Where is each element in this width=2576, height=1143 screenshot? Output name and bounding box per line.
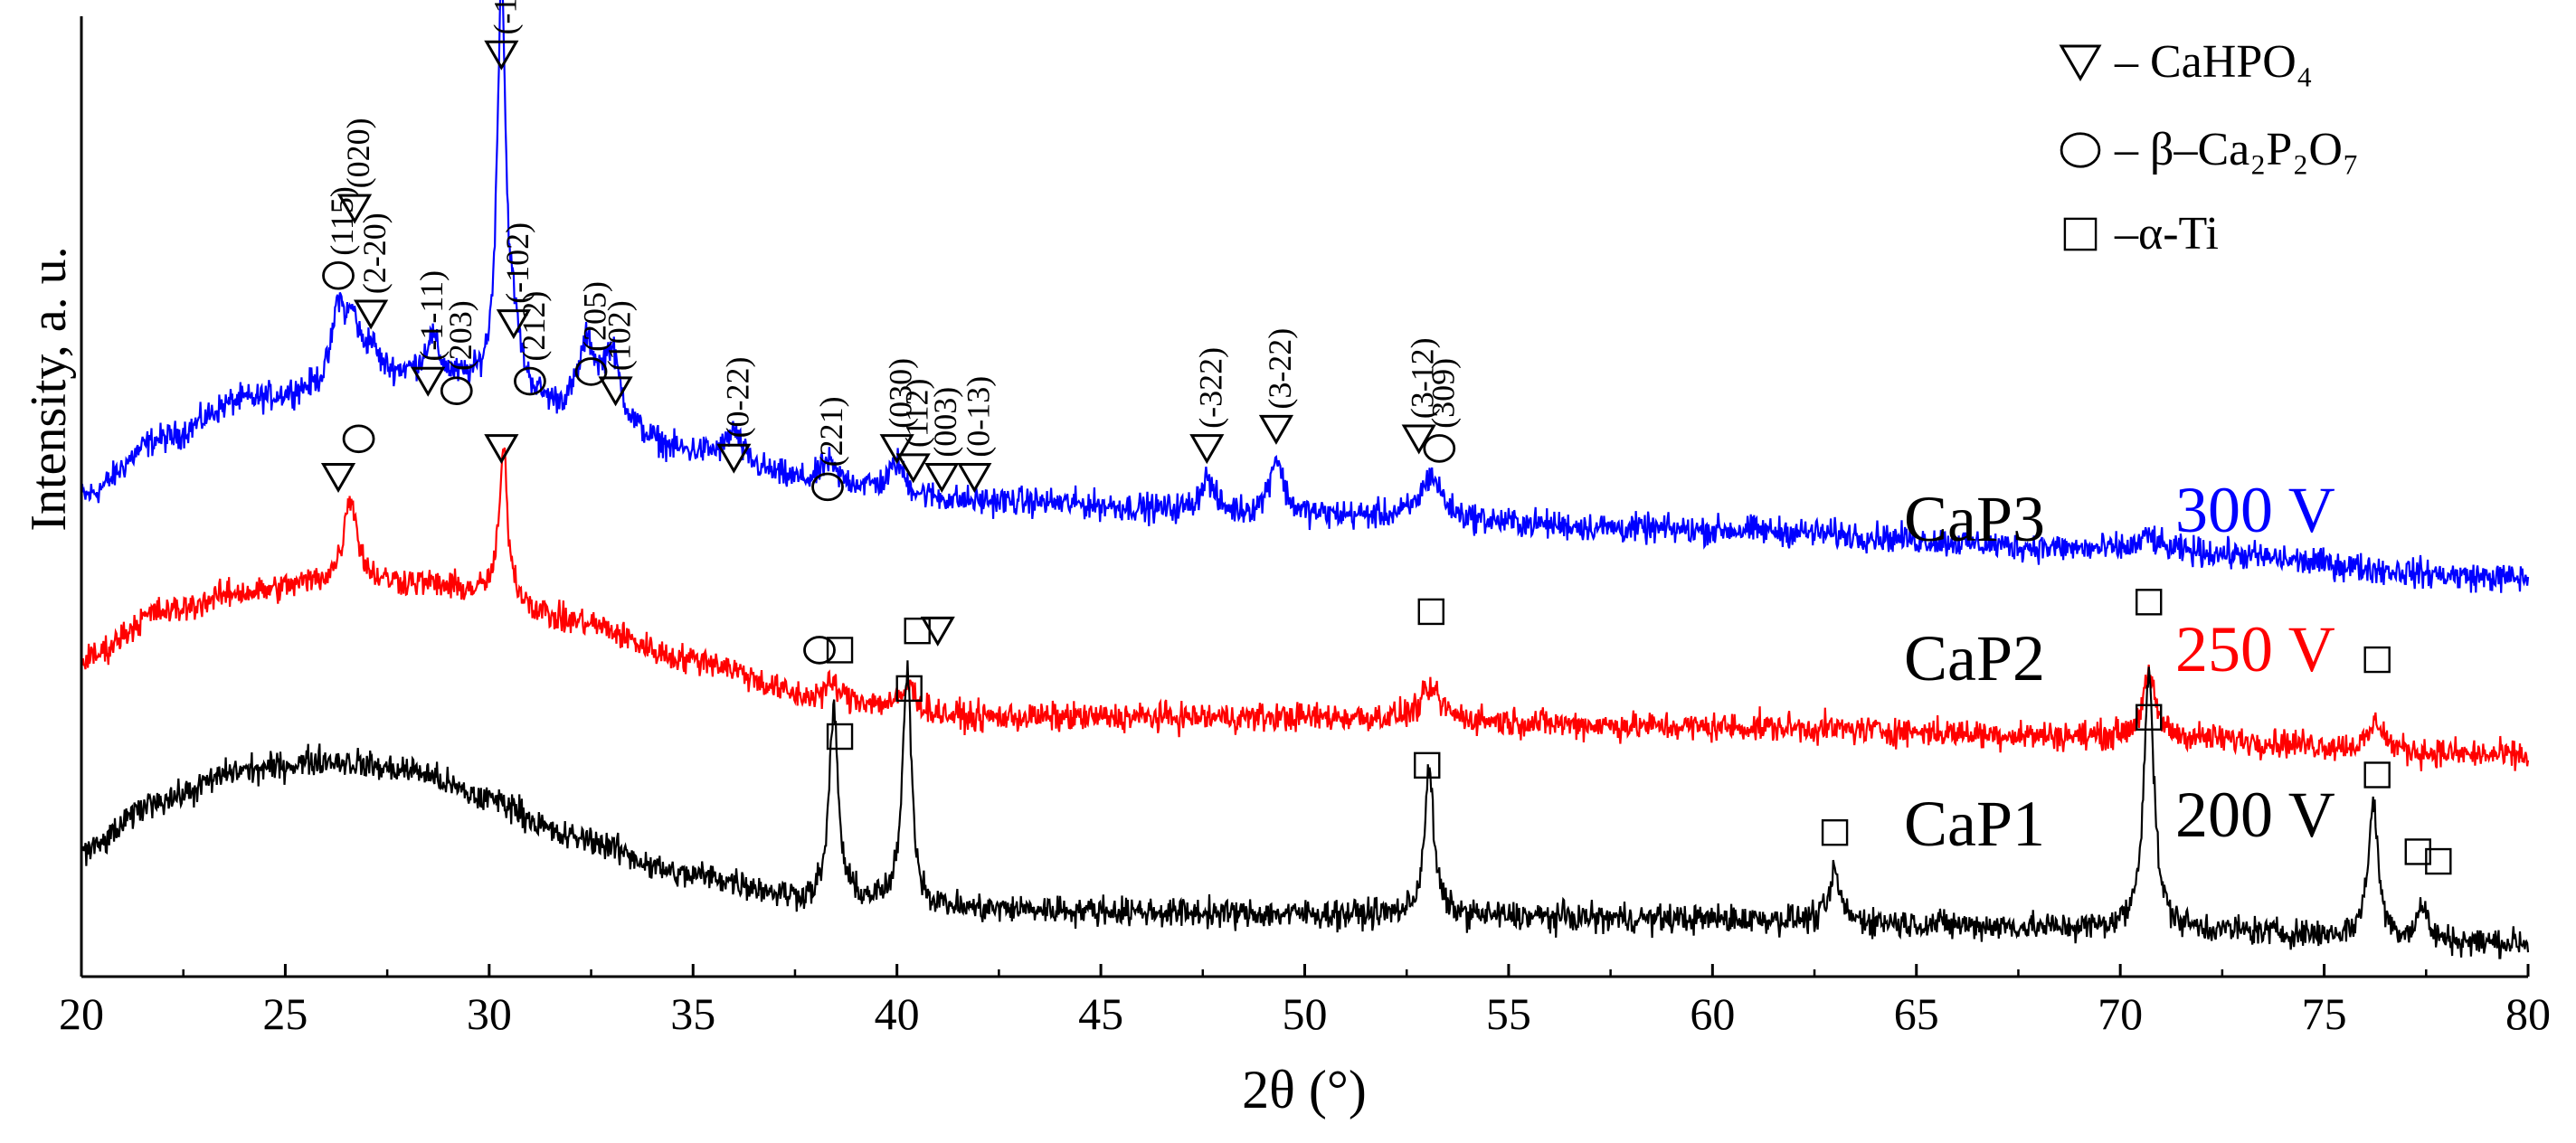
triangle-phase-marker xyxy=(484,40,519,71)
triangle-phase-marker xyxy=(879,434,914,465)
ticks-layer: 20 25 30 35 40 45 50 55 60 65 70 75 80 xyxy=(59,964,2551,1039)
miller-index-label: (3-22) xyxy=(1262,328,1298,410)
triangle-phase-marker xyxy=(411,366,446,397)
voltage-label-cap1: 200 V xyxy=(2175,779,2335,851)
triangle-phase-marker xyxy=(920,616,955,647)
voltage-label-cap3: 300 V xyxy=(2175,474,2335,546)
sample-label-cap2: CaP2 xyxy=(1904,622,2045,694)
triangle-phase-marker xyxy=(957,463,992,494)
miller-index-label: (2-20) xyxy=(356,213,393,294)
miller-index-label: (-112) xyxy=(487,0,523,34)
circle-phase-marker xyxy=(322,260,355,290)
square-phase-marker xyxy=(1821,819,1849,846)
x-tick-label: 40 xyxy=(875,988,920,1039)
miller-index-label: (309) xyxy=(1425,358,1461,429)
triangle-phase-marker xyxy=(353,299,389,330)
x-tick-label: 75 xyxy=(2302,988,2347,1039)
square-phase-marker xyxy=(1414,751,1441,779)
triangle-phase-marker xyxy=(496,309,531,340)
miller-index-label: (3-12) xyxy=(1405,337,1441,419)
circle-phase-marker xyxy=(803,636,836,665)
legend-entry-label: – β–Ca₂P₂O₇ xyxy=(2114,124,2359,175)
voltage-label-cap2: 250 V xyxy=(2175,613,2335,685)
x-tick-label: 45 xyxy=(1078,988,1123,1039)
miller-index-label: (112) xyxy=(899,378,935,448)
series-cap3 xyxy=(80,0,2530,593)
y-axis-title: Intensity, a. u. xyxy=(21,246,77,531)
legend-entry-label: –α-Ti xyxy=(2114,208,2219,260)
x-tick-label: 50 xyxy=(1283,988,1328,1039)
miller-index-label: (0-22) xyxy=(719,357,755,439)
miller-index-label: (102) xyxy=(601,300,638,371)
square-phase-marker xyxy=(1417,598,1444,626)
legend-square-icon xyxy=(2063,217,2098,251)
square-phase-marker xyxy=(826,637,854,664)
triangle-phase-marker xyxy=(484,434,519,465)
x-tick-label: 20 xyxy=(59,988,104,1039)
circle-phase-marker xyxy=(342,424,375,454)
square-phase-marker xyxy=(2363,761,2391,789)
triangle-phase-marker xyxy=(320,463,356,494)
square-phase-marker xyxy=(2136,704,2163,731)
series-layer xyxy=(80,0,2530,959)
square-phase-marker xyxy=(2425,847,2452,875)
triangle-phase-marker xyxy=(1258,414,1294,445)
legend-circle-icon xyxy=(2060,132,2101,168)
square-phase-marker xyxy=(2363,646,2391,674)
square-phase-marker xyxy=(2136,589,2163,616)
triangle-phase-marker xyxy=(598,376,633,407)
miller-index-label: (221) xyxy=(813,396,849,467)
x-tick-label: 25 xyxy=(262,988,308,1039)
square-phase-marker xyxy=(895,675,923,703)
triangle-phase-marker xyxy=(924,463,960,494)
circle-phase-marker xyxy=(440,376,473,405)
x-axis-title: 2θ (°) xyxy=(1242,1060,1367,1119)
circle-phase-marker xyxy=(1423,434,1456,463)
miller-index-label: (020) xyxy=(340,118,376,188)
miller-index-label: (-322) xyxy=(1192,347,1228,429)
legend-entry-label: – CaHPO₄ xyxy=(2114,36,2313,88)
triangle-phase-marker xyxy=(1189,434,1225,465)
x-tick-label: 60 xyxy=(1690,988,1735,1039)
triangle-phase-marker xyxy=(1401,424,1436,455)
x-tick-label: 30 xyxy=(467,988,512,1039)
miller-index-label: (030) xyxy=(883,358,919,429)
series-cap1 xyxy=(80,660,2530,959)
circle-phase-marker xyxy=(514,366,546,396)
miller-index-label: (-102) xyxy=(499,222,535,304)
labels-layer: CaP3 300 V CaP2 250 V CaP1 200 V xyxy=(1904,474,2335,860)
miller-index-label: (0-13) xyxy=(960,376,996,458)
x-tick-label: 55 xyxy=(1486,988,1531,1039)
miller-index-label: (205) xyxy=(577,281,613,352)
legend: – CaHPO₄ – β–Ca₂P₂O₇ –α-Ti xyxy=(2059,36,2359,260)
sample-label-cap1: CaP1 xyxy=(1904,788,2045,860)
miller-index-label: (003) xyxy=(927,387,963,458)
markers-layer: (115)(020)(2-20)(-1-11)(203)(-112)(-102)… xyxy=(320,0,2452,875)
triangle-phase-marker xyxy=(336,194,373,224)
miller-index-label: (203) xyxy=(442,300,478,371)
circle-phase-marker xyxy=(811,472,844,502)
triangle-phase-marker xyxy=(895,453,931,484)
triangle-phase-marker xyxy=(716,443,752,474)
circle-phase-marker xyxy=(574,357,608,386)
square-phase-marker xyxy=(826,723,854,751)
legend-triangle-icon xyxy=(2059,44,2102,82)
x-tick-label: 70 xyxy=(2098,988,2143,1039)
x-tick-label: 65 xyxy=(1894,988,1939,1039)
sample-label-cap3: CaP3 xyxy=(1904,483,2045,555)
series-cap2 xyxy=(80,447,2530,771)
x-tick-label: 80 xyxy=(2505,988,2551,1039)
miller-index-label: (212) xyxy=(516,291,552,362)
x-tick-label: 35 xyxy=(670,988,715,1039)
miller-index-label: (-1-11) xyxy=(413,270,450,362)
square-phase-marker xyxy=(2404,838,2431,865)
